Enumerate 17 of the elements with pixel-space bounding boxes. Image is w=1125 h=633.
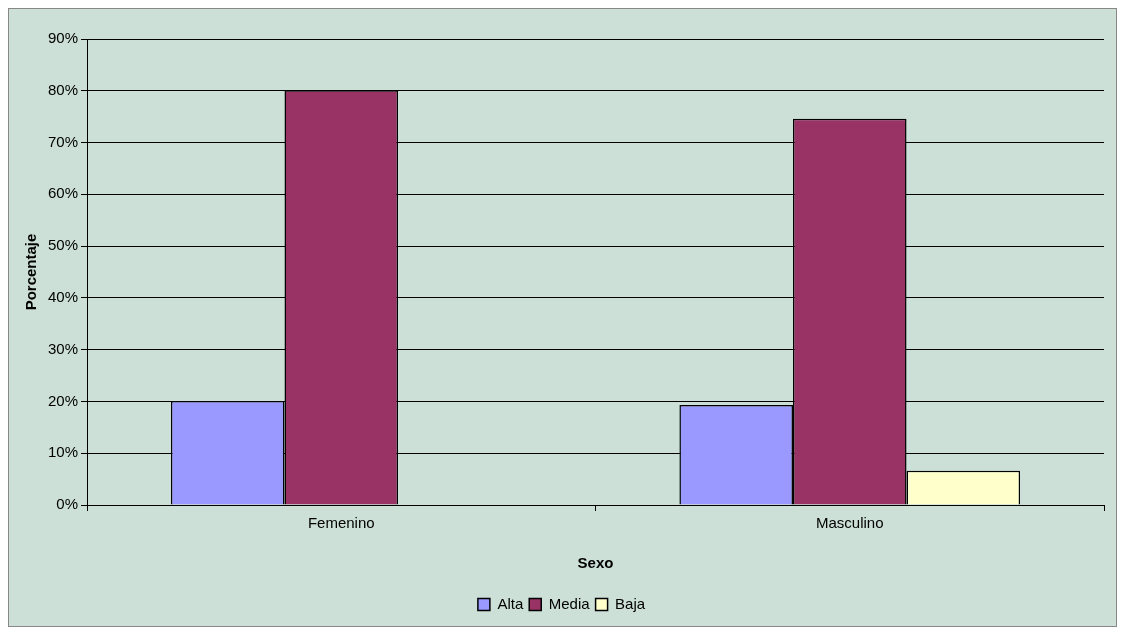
- y-tick-label: 0%: [56, 495, 79, 513]
- y-axis-title: Porcentaje: [22, 233, 40, 311]
- x-tick-label: Femenino: [307, 514, 375, 532]
- y-tick-label: 30%: [47, 339, 79, 357]
- y-tick-label: 80%: [47, 80, 79, 98]
- y-tick-label: 60%: [47, 184, 79, 202]
- y-tick-label: 50%: [47, 236, 79, 254]
- y-tick-label: 20%: [47, 391, 79, 409]
- y-tick-label: 40%: [47, 288, 79, 306]
- legend-label: Media: [548, 594, 591, 612]
- x-tick-label: Masculino: [815, 514, 884, 532]
- y-tick-label: 90%: [47, 29, 79, 47]
- legend-label: Alta: [497, 594, 524, 612]
- x-axis-title: Sexo: [577, 554, 614, 572]
- legend-label: Baja: [615, 594, 646, 612]
- y-tick-label: 10%: [47, 443, 79, 461]
- y-tick-label: 70%: [47, 132, 79, 150]
